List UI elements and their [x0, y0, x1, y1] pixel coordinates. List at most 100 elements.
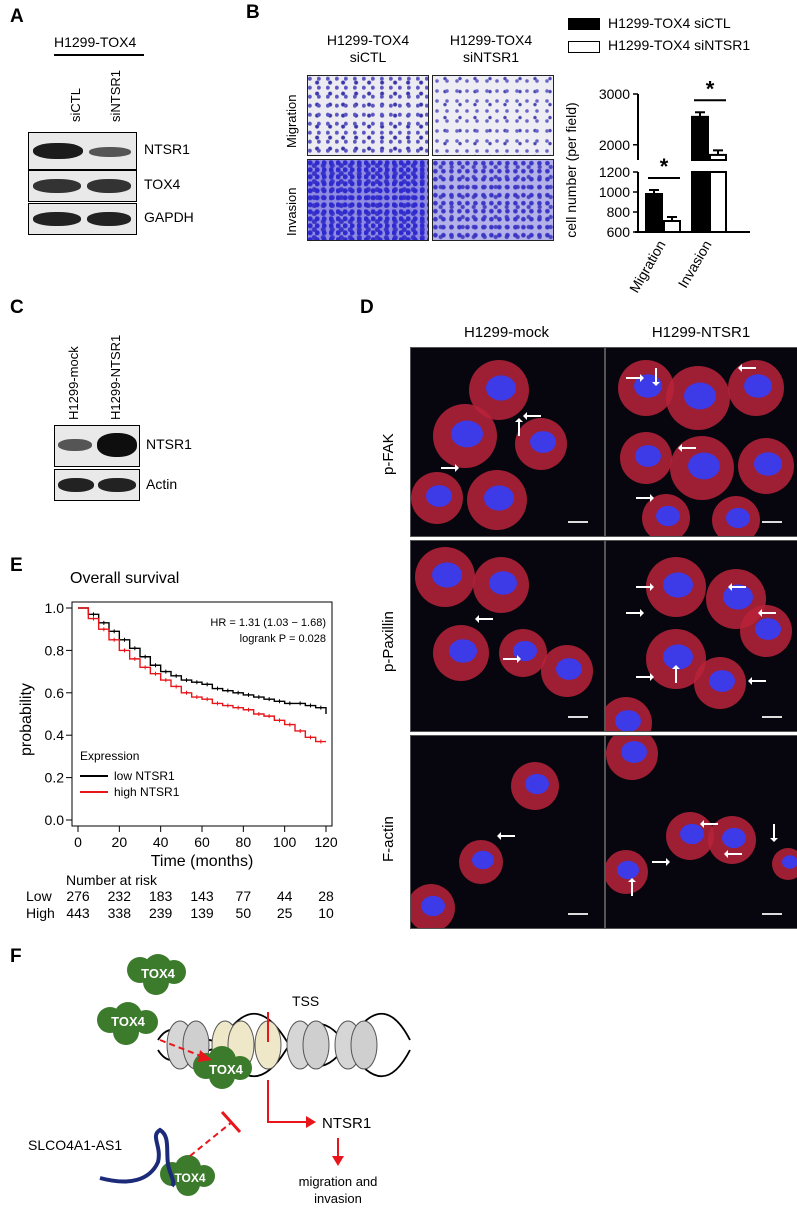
km-curve-high-censor — [308, 735, 313, 740]
panel-b-col-1-line-1: H1299-TOX4 — [326, 32, 410, 48]
lncrna-label: SLCO4A1-AS1 — [28, 1137, 122, 1153]
panel-label-d: D — [360, 297, 374, 318]
panel-a-cell-line: H1299-TOX4 — [54, 34, 137, 50]
km-curve-high-censor — [184, 690, 189, 695]
y-tick-label: 600 — [607, 224, 631, 240]
panel-a-lane-2: siNTSR1 — [108, 69, 123, 122]
cell-nucleus — [663, 644, 693, 670]
panel-d-col-header-1: H1299-mock — [463, 324, 550, 341]
image-factin-ntsr1 — [605, 735, 797, 929]
outcome-line-1: migration and — [299, 1174, 378, 1189]
km-curve-low-censor — [184, 678, 189, 683]
blot-label-ntsr1-a: NTSR1 — [144, 141, 190, 157]
km-ylabel: probability — [18, 683, 35, 756]
km-xlabel: Time (months) — [151, 853, 254, 870]
transwell-invasion-sictl — [307, 159, 429, 241]
cell-nucleus — [513, 640, 537, 662]
y-tick-label: 3000 — [599, 86, 630, 102]
km-x-tick-label: 120 — [314, 834, 338, 850]
km-curve-low-censor — [143, 654, 148, 659]
arrowhead-indicator — [666, 858, 670, 866]
cell-nucleus — [484, 485, 514, 511]
significance-star: * — [706, 76, 715, 101]
panel-label-a: A — [10, 6, 24, 27]
panel-b-col-2-line-2: siNTSR1 — [462, 49, 519, 65]
km-curve-low-censor — [236, 690, 241, 695]
arrowhead-indicator — [672, 665, 680, 669]
km-curve-high-censor — [318, 739, 323, 744]
cell-nucleus — [617, 860, 639, 880]
cell-nucleus — [449, 639, 477, 663]
cell-nucleus — [723, 584, 753, 610]
risk-cell: 25 — [276, 905, 293, 921]
legend-swatch-sictl — [568, 18, 600, 30]
risk-cell: 338 — [107, 905, 131, 921]
panel-b-col-1-line-2: siCTL — [349, 49, 387, 65]
risk-row-label: Low — [26, 888, 52, 904]
panel-a-lane-1: siCTL — [68, 88, 83, 122]
km-y-tick-label: 0.4 — [45, 727, 65, 743]
arrowhead-indicator — [738, 364, 742, 372]
image-pfak-mock — [410, 347, 605, 537]
km-curve-low-censor — [153, 663, 158, 668]
arrowhead-indicator — [523, 412, 527, 420]
panel-b-row-invasion: Invasion — [284, 187, 299, 236]
km-curve-low-censor — [132, 646, 137, 651]
km-y-tick-label: 0.6 — [45, 685, 65, 701]
image-factin-mock — [410, 735, 605, 929]
km-curve-low-censor — [215, 686, 220, 691]
panel-b-col-header-2: H1299-TOX4 siNTSR1 — [430, 32, 552, 66]
image-pfak-ntsr1-svg — [618, 360, 794, 536]
panel-d-row-factin: F-actin — [380, 816, 397, 862]
risk-cell: 232 — [107, 888, 131, 904]
risk-cell: 276 — [66, 888, 90, 904]
km-curve-low-censor — [101, 620, 106, 625]
km-plot: 0.0 0.2 0.4 0.6 0.8 1.0 0 20 40 60 80 100 120 Time (m… — [45, 600, 338, 870]
panel-c-lane-1: H1299-mock — [66, 346, 81, 420]
image-ppaxillin-ntsr1 — [605, 540, 797, 732]
image-factin-mock-svg — [411, 762, 588, 928]
bar-invasion-lower — [691, 171, 709, 233]
binding-arrow — [159, 1039, 207, 1059]
transwell-migration-sictl — [307, 75, 429, 156]
legend-label-sintsr1: H1299-TOX4 siNTSR1 — [608, 37, 751, 53]
km-curve-high — [78, 607, 326, 743]
km-curve-low-censor — [308, 703, 313, 708]
risk-cell: 443 — [66, 905, 90, 921]
km-legend-label: low NTSR1 — [114, 769, 175, 783]
arrowhead-indicator — [758, 609, 762, 617]
km-y-tick-label: 0.0 — [45, 812, 65, 828]
risk-cell: 239 — [148, 905, 173, 921]
panel-d-row-ppaxillin: p-Paxillin — [380, 611, 397, 672]
km-curve-high-censor — [112, 637, 117, 642]
risk-cell: 50 — [235, 905, 252, 921]
cell-nucleus — [688, 452, 720, 480]
km-curve-high-censor — [246, 707, 251, 712]
image-pfak-mock-svg — [411, 360, 588, 530]
arrowhead-indicator — [497, 832, 501, 840]
km-curve-low-censor — [287, 701, 292, 706]
km-curve-low-censor — [112, 629, 117, 634]
cell-nucleus — [755, 618, 781, 640]
km-y-tick-label: 0.2 — [45, 770, 65, 786]
km-curve-low-censor — [194, 680, 199, 685]
km-curve-low-censor — [205, 682, 210, 687]
y-tick-label: 1200 — [599, 164, 630, 180]
panel-c-lane-2: H1299-NTSR1 — [108, 334, 123, 420]
km-curve-high-censor — [298, 728, 303, 733]
cell-nucleus — [421, 895, 445, 917]
km-curve-low-censor — [225, 688, 230, 693]
cell-nucleus — [451, 420, 483, 448]
arrowhead-indicator — [728, 583, 732, 591]
tox4-cluster-1: TOX4 — [127, 954, 186, 995]
arrowhead-indicator — [455, 464, 459, 472]
panel-label-b: B — [246, 2, 260, 23]
tox4-label-2: TOX4 — [111, 1014, 145, 1029]
risk-cell: 139 — [190, 905, 214, 921]
km-y-tick-label: 0.8 — [45, 642, 65, 658]
cell-nucleus — [656, 505, 680, 527]
cell-nucleus — [782, 855, 797, 869]
cell-nucleus — [635, 445, 661, 467]
cell-nucleus — [709, 670, 735, 692]
